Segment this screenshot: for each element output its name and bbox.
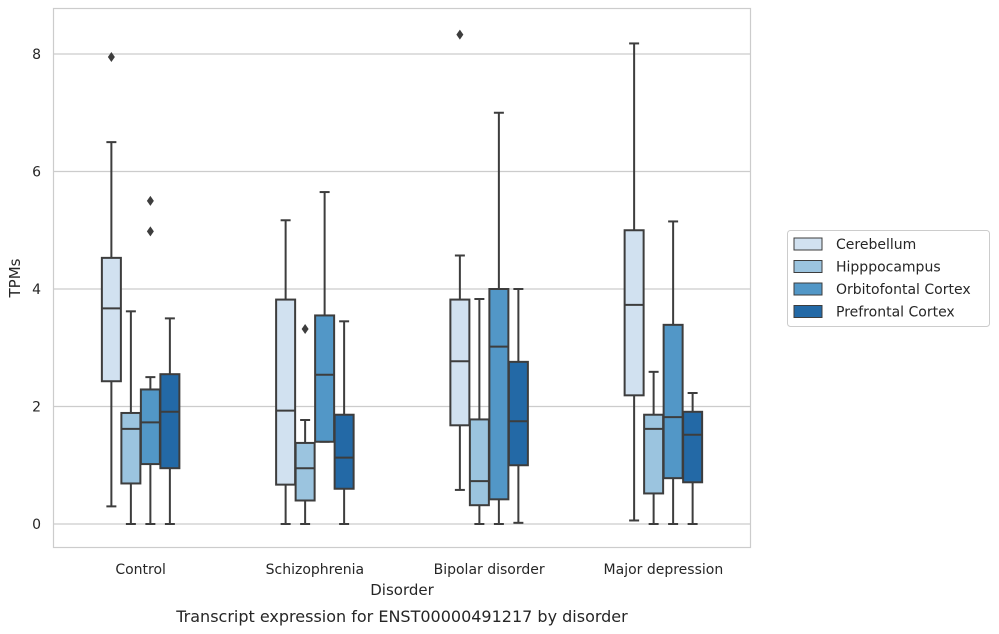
- x-tick-label: Major depression: [604, 562, 724, 578]
- box: [682, 391, 704, 525]
- y-tick-label: 4: [32, 282, 41, 298]
- box-iqr: [294, 441, 316, 502]
- box: [139, 195, 161, 525]
- y-tick-label: 6: [32, 165, 41, 181]
- box: [294, 323, 316, 525]
- box-iqr: [159, 373, 181, 470]
- outlier-point: [301, 323, 309, 334]
- y-tick-labels: 0 2 4 6 8: [32, 47, 41, 533]
- box: [449, 29, 471, 491]
- legend-label: Hipppocampus: [836, 260, 941, 276]
- y-tick-label: 0: [32, 517, 41, 533]
- box: [507, 288, 529, 524]
- box-series: [100, 29, 704, 525]
- box-iqr: [488, 288, 510, 501]
- box: [662, 220, 684, 525]
- box-iqr: [333, 413, 355, 490]
- box: [159, 317, 181, 525]
- legend-label: Cerebellum: [836, 237, 916, 253]
- legend: Cerebellum Hipppocampus Orbitofontal Corte…: [787, 230, 990, 327]
- box: [623, 42, 645, 522]
- legend-swatch: [793, 282, 823, 296]
- box: [314, 191, 336, 443]
- box-iqr: [314, 314, 336, 443]
- outlier-point: [107, 51, 115, 62]
- box-iqr: [682, 410, 704, 484]
- box-iqr: [139, 388, 161, 466]
- box-iqr: [449, 298, 471, 427]
- box-iqr: [120, 411, 142, 485]
- y-tick-label: 8: [32, 47, 41, 63]
- box-iqr: [507, 360, 529, 467]
- outlier-point: [146, 226, 154, 237]
- box: [120, 310, 142, 525]
- legend-swatch: [793, 260, 823, 273]
- y-axis-title: TPMs: [6, 258, 24, 298]
- x-tick-label: Bipolar disorder: [434, 562, 545, 578]
- box: [100, 51, 122, 508]
- x-tick-label: Schizophrenia: [266, 562, 364, 578]
- outlier-point: [456, 29, 464, 40]
- chart-caption: Transcript expression for ENST0000049121…: [175, 607, 628, 626]
- outlier-point: [146, 195, 154, 206]
- x-tick-label: Control: [115, 562, 166, 578]
- legend-label: Prefrontal Cortex: [836, 305, 955, 321]
- box: [333, 320, 355, 525]
- box-iqr: [100, 256, 122, 383]
- box: [275, 219, 297, 525]
- legend-swatch: [793, 305, 823, 318]
- legend-label: Orbitofontal Cortex: [836, 282, 971, 298]
- x-tick-labels: Control Schizophrenia Bipolar disorder Majo…: [115, 562, 723, 578]
- box-iqr: [662, 323, 684, 480]
- legend-frame: [787, 230, 990, 327]
- y-tick-label: 2: [32, 400, 41, 416]
- box-iqr: [468, 418, 490, 507]
- legend-swatch: [793, 237, 823, 251]
- box-iqr: [275, 298, 297, 486]
- x-axis-title: Disorder: [370, 581, 434, 599]
- box-iqr: [643, 413, 665, 495]
- box-iqr: [623, 229, 645, 397]
